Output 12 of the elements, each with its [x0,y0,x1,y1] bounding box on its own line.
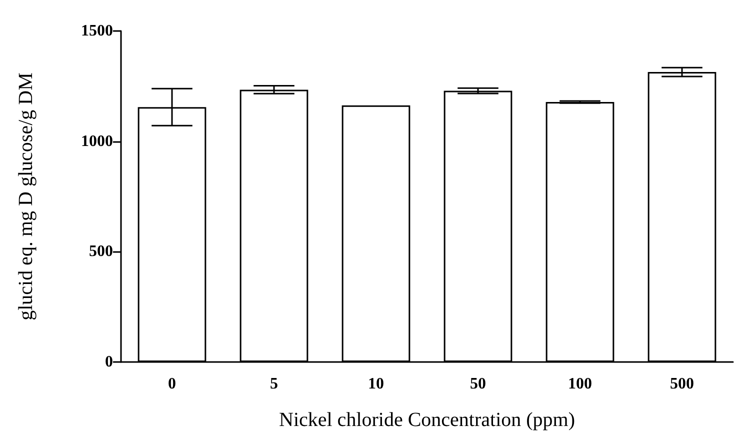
y-axis-title: glucid eq. mg D glucose/g DM [15,72,37,320]
x-tick-label: 5 [270,376,278,392]
x-tick-label: 50 [470,376,486,392]
y-tick-label: 1500 [81,22,113,40]
y-tick-label: 0 [105,354,113,370]
y-tick-label: 500 [89,243,113,260]
x-axis-title: Nickel chloride Concentration (ppm) [278,409,576,431]
x-tick-label: 100 [568,376,592,392]
x-tick-label: 500 [670,376,694,392]
y-tick-label: 1000 [81,132,113,150]
x-tick-label: 10 [368,376,384,392]
x-tick-label: 0 [168,376,176,392]
